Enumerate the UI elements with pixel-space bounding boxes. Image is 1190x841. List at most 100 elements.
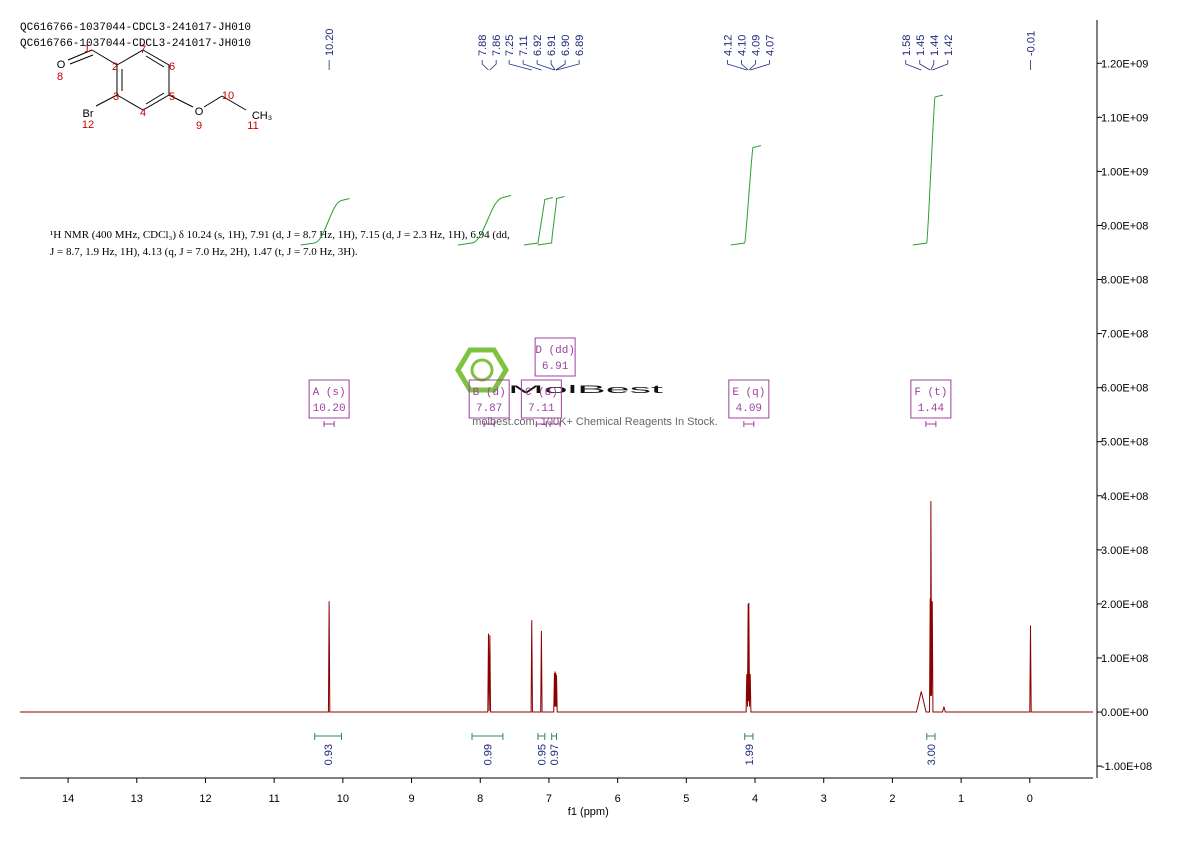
x-tick-label: 7	[546, 793, 552, 805]
peak-connector	[932, 60, 949, 71]
integral-bracket	[744, 733, 754, 740]
peak-label: 10.20	[324, 28, 336, 56]
multiplet-bracket	[549, 421, 561, 427]
bond	[221, 95, 247, 111]
bond	[91, 49, 118, 66]
y-tick-label: 5.00E+08	[1101, 437, 1148, 449]
y-tick-label: 1.20E+09	[1101, 58, 1148, 70]
multiplet-label: C (d)	[525, 387, 558, 399]
peak-label: 7.11	[518, 35, 530, 56]
atom-label: 7	[140, 44, 146, 56]
x-tick-label: 14	[62, 793, 74, 805]
x-tick-label: 1	[958, 793, 964, 805]
integral-bracket	[471, 733, 504, 740]
multiplet-bracket	[323, 421, 335, 427]
multiplet-box	[728, 379, 770, 419]
x-tick-label: 13	[131, 793, 143, 805]
peak-label: 1.58	[901, 35, 913, 56]
multiplet-shift: 7.87	[476, 403, 502, 415]
peak-connector	[550, 60, 556, 71]
integral-label: 3.00	[926, 744, 938, 765]
peak-connector	[508, 60, 532, 71]
peak-label: 1.44	[929, 35, 941, 56]
bond	[67, 49, 93, 61]
multiplet-box	[308, 379, 350, 419]
watermark: MolBest molbest.com, 100K+ Chemical Reag…	[455, 347, 718, 428]
integral-curve	[457, 195, 512, 246]
atom-label: 4	[140, 107, 146, 119]
atom-label: 8	[57, 71, 63, 83]
y-tick-label: 2.00E+08	[1101, 599, 1148, 611]
y-tick-label: 1.00E+08	[1101, 653, 1148, 665]
watermark-tagline: molbest.com, 100K+ Chemical Reagents In …	[472, 416, 717, 428]
multiplet-bracket	[743, 421, 755, 427]
peak-connector	[481, 60, 489, 71]
x-tick-label: 10	[337, 793, 349, 805]
peak-connector	[489, 60, 497, 71]
y-tick-label: 8.00E+08	[1101, 275, 1148, 287]
peak-label: 4.10	[736, 35, 748, 56]
atom-label: O	[195, 106, 204, 118]
peak-connector	[748, 60, 756, 71]
bond	[203, 95, 223, 108]
watermark-logo	[470, 358, 494, 382]
x-tick-label: 8	[477, 793, 483, 805]
peak-connector	[522, 60, 542, 71]
integral-label: 0.93	[323, 744, 335, 765]
bond	[95, 94, 118, 107]
bond	[168, 94, 194, 108]
header-line: QC616766-1037044-CDCL3-241017-JH010	[20, 38, 251, 50]
peak-connector	[750, 60, 770, 71]
multiplet-shift: 4.09	[736, 403, 762, 415]
x-tick-label: 4	[752, 793, 758, 805]
peak-label: 4.09	[750, 35, 762, 56]
atom-label: 1	[84, 43, 90, 55]
x-axis-label: f1 (ppm)	[568, 806, 609, 818]
integral-curve	[537, 196, 565, 246]
y-tick-label: -1.00E+08	[1101, 761, 1152, 773]
peak-label: 6.91	[546, 35, 558, 56]
peak-connector	[536, 60, 555, 71]
multiplet-label: F (t)	[914, 387, 947, 399]
y-tick-label: 3.00E+08	[1101, 545, 1148, 557]
atom-label: 11	[247, 120, 258, 132]
description-line: ¹H NMR (400 MHz, CDCl₃) δ 10.24 (s, 1H),…	[50, 229, 510, 241]
peak-label: 6.90	[560, 35, 572, 56]
integral-curve	[730, 145, 762, 246]
multiplet-bracket	[483, 421, 495, 427]
integral-bracket	[314, 733, 342, 740]
peak-connector	[930, 60, 935, 71]
peak-label: 1.42	[943, 35, 955, 56]
multiplet-bracket	[535, 421, 547, 427]
atom-label: CH₃	[252, 110, 272, 122]
multiplet-box	[520, 379, 562, 419]
multiplet-shift: 6.91	[542, 361, 569, 373]
ring	[116, 49, 170, 111]
watermark-logo	[455, 347, 509, 393]
spectrum	[20, 501, 1093, 713]
peak-connector	[741, 60, 749, 71]
header-line: QC616766-1037044-CDCL3-241017-JH010	[20, 22, 251, 34]
atom-label: 6	[169, 61, 175, 73]
multiplet-shift: 1.44	[918, 403, 945, 415]
peak-label: 7.88	[477, 35, 489, 56]
atom-label: 2	[112, 61, 118, 73]
peak-label: 7.25	[504, 35, 516, 56]
peak-connector	[919, 60, 931, 71]
x-tick-label: 11	[268, 793, 279, 805]
integral-curve	[912, 94, 944, 246]
integral-label: 0.99	[482, 744, 494, 765]
multiplet-box	[468, 379, 510, 419]
watermark-brand: MolBest	[508, 384, 663, 396]
description-line: J = 8.7, 1.9 Hz, 1H), 4.13 (q, J = 7.0 H…	[50, 246, 358, 258]
multiplet-box	[910, 379, 952, 419]
x-tick-label: 3	[821, 793, 827, 805]
peak-connector	[555, 60, 566, 71]
integral-label: 1.99	[744, 744, 756, 765]
peak-label: 6.92	[532, 35, 544, 56]
atom-label: 9	[196, 120, 202, 132]
multiplet-bracket	[925, 421, 937, 427]
peak-label: 1.45	[915, 35, 927, 56]
peak-connector	[556, 60, 580, 71]
